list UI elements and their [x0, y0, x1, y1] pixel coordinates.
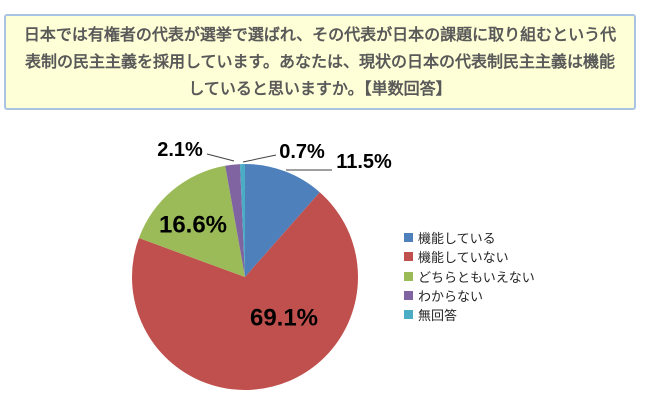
label-leader-line [242, 154, 277, 163]
pie-slice [225, 164, 245, 277]
pie-slice [138, 165, 245, 277]
pie-value-label: 0.7% [279, 141, 325, 163]
legend-swatch-icon [404, 252, 413, 262]
legend-item: 機能していない [404, 247, 535, 266]
question-text: 日本では有権者の代表が選挙で選ばれ、その代表が日本の課題に取り組むという代表制の… [23, 26, 617, 98]
pie-value-label: 16.6% [159, 212, 227, 239]
legend-label: 機能していない [418, 250, 509, 266]
legend-label: わからない [418, 289, 484, 305]
legend-label: 無回答 [418, 308, 458, 324]
pie-value-label: 69.1% [250, 305, 318, 332]
legend-label: 機能している [418, 231, 496, 247]
legend-swatch-icon [404, 310, 413, 320]
legend-swatch-icon [404, 271, 413, 281]
legend-item: どちらともいえない [404, 267, 535, 286]
legend-swatch-icon [404, 291, 413, 301]
legend-item: 無回答 [404, 305, 535, 324]
pie-slice [240, 164, 245, 277]
pie-value-label: 11.5% [336, 151, 392, 173]
legend-swatch-icon [404, 233, 413, 243]
pie-slice [131, 192, 358, 390]
legend-label: どちらともいえない [418, 269, 535, 285]
pie-value-label: 2.1% [157, 139, 203, 161]
question-box: 日本では有権者の代表が選挙で選ばれ、その代表が日本の課題に取り組むという代表制の… [4, 14, 636, 110]
label-leader-line [206, 153, 235, 162]
legend-item: 機能している [404, 228, 535, 247]
pie-slice [245, 164, 320, 277]
legend-item: わからない [404, 286, 535, 305]
chart-legend: 機能している 機能していない どちらともいえない わからない 無回答 [404, 228, 535, 324]
